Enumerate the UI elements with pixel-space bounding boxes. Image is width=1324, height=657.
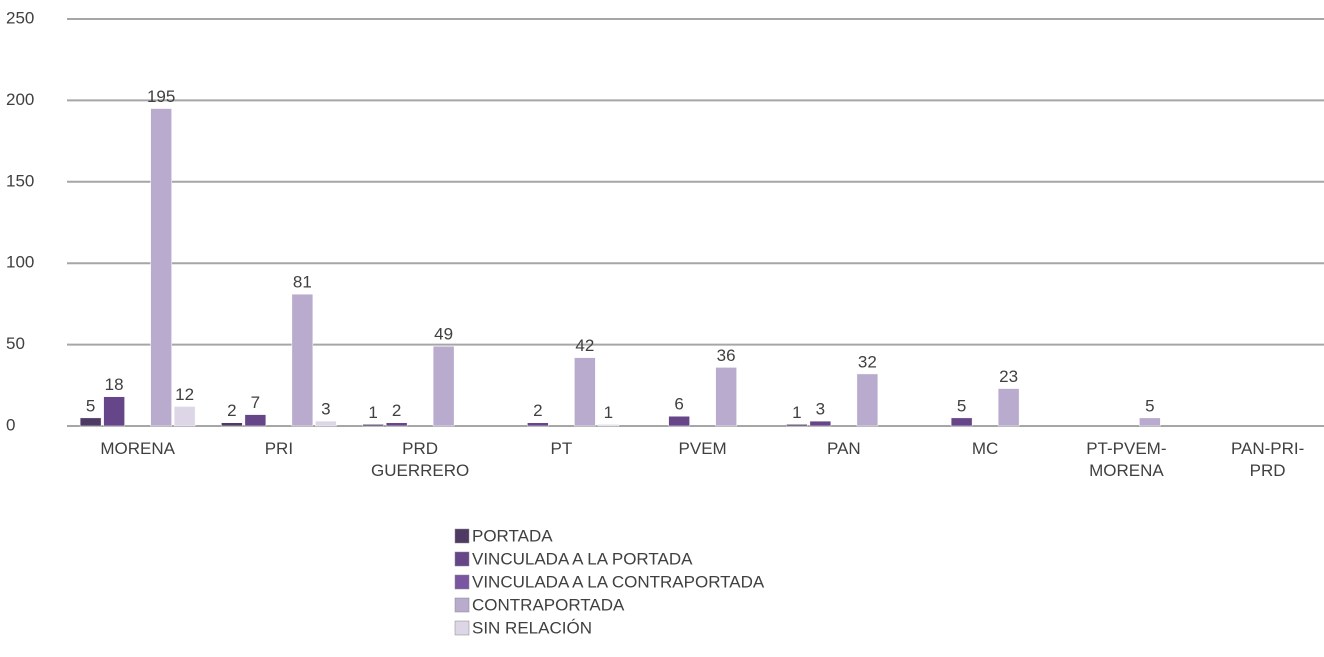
bar: [291, 293, 314, 427]
bar: [103, 396, 125, 427]
x-tick-label: PT: [550, 439, 573, 458]
bar: [244, 414, 267, 427]
x-tick-label: PT-PVEM- MORENA: [1086, 439, 1167, 480]
x-tick-label: PAN: [827, 439, 861, 458]
legend-label: VINCULADA A LA PORTADA: [472, 549, 693, 568]
bar: [786, 424, 808, 427]
y-tick-label: 100: [6, 253, 34, 272]
bar: [362, 424, 384, 427]
data-label: 18: [105, 375, 124, 394]
x-tick-label: PAN-PRI- PRD: [1230, 439, 1305, 480]
legend-label: CONTRAPORTADA: [472, 595, 625, 614]
y-tick-label: 0: [6, 415, 15, 434]
bar: [856, 373, 879, 427]
y-tick-label: 200: [6, 90, 34, 109]
bar: [574, 357, 596, 427]
data-label: 5: [957, 396, 966, 415]
data-label: 12: [175, 385, 194, 404]
data-label: 195: [147, 87, 175, 106]
bar: [809, 420, 832, 427]
data-label: 23: [999, 367, 1018, 386]
data-label: 3: [321, 400, 330, 419]
legend-swatch: [454, 620, 470, 636]
data-label: 42: [575, 336, 594, 355]
x-tick-label: PRI: [264, 439, 294, 458]
bar: [1139, 417, 1161, 427]
bar: [173, 406, 196, 427]
x-tick-label: MC: [971, 439, 999, 458]
bar: [527, 422, 549, 427]
bar: [668, 415, 690, 427]
data-label: 81: [293, 273, 312, 292]
y-tick-label: 150: [6, 171, 34, 190]
data-label: 32: [858, 352, 877, 371]
bar: [385, 422, 408, 427]
data-label: 49: [434, 325, 453, 344]
x-tick-label: PVEM: [678, 439, 727, 458]
data-label: 1: [604, 403, 613, 422]
bar: [432, 345, 455, 427]
y-tick-label: 50: [6, 334, 25, 353]
legend-swatch: [454, 551, 470, 567]
data-label: 3: [816, 400, 825, 419]
data-label: 6: [674, 395, 683, 414]
data-label: 5: [86, 396, 95, 415]
data-label: 2: [227, 401, 236, 420]
data-label: 1: [368, 403, 377, 422]
legend-swatch: [454, 597, 470, 613]
bar: [715, 367, 737, 427]
data-label: 36: [717, 346, 736, 365]
bar: [221, 422, 243, 427]
legend-label: PORTADA: [472, 526, 553, 545]
data-label: 7: [251, 393, 260, 412]
x-tick-label: MORENA: [100, 439, 175, 458]
legend-swatch: [454, 574, 470, 590]
legend-label: SIN RELACIÓN: [472, 618, 592, 637]
y-tick-label: 250: [6, 8, 34, 27]
data-label: 1: [792, 403, 801, 422]
data-label: 2: [533, 401, 542, 420]
data-label: 2: [392, 401, 401, 420]
bar: [315, 420, 337, 427]
legend-label: VINCULADA A LA CONTRAPORTADA: [472, 572, 765, 591]
bar: [150, 108, 172, 427]
legend-swatch: [454, 528, 470, 544]
bar: [79, 417, 102, 427]
data-label: 5: [1145, 396, 1154, 415]
bar: [597, 424, 620, 427]
bar: [950, 417, 973, 427]
x-tick-label: PRD GUERRERO: [371, 439, 470, 480]
bar: [997, 388, 1020, 427]
